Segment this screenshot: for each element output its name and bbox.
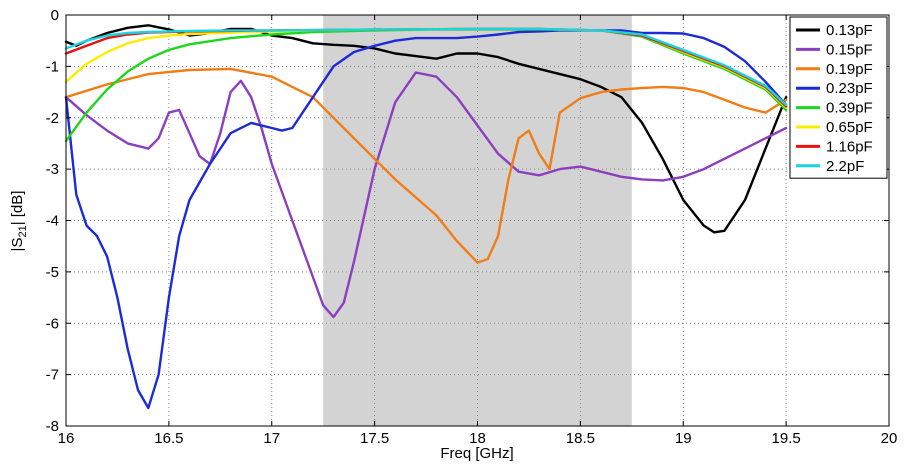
series-line-2-2pF — [64, 27, 788, 107]
tick-labels: 16 16.5 17 17.5 18 18.5 19 19.5 20 0 -1 -2 -3 -4 -5 -6 -… — [46, 7, 898, 447]
x-tick-label: 17.5 — [360, 430, 389, 447]
y-tick-label: -5 — [46, 264, 59, 281]
highlight-band — [323, 15, 632, 426]
legend-label: 0.65pF — [826, 119, 873, 136]
y-tick-label: -3 — [46, 161, 59, 178]
series-line-0-39pF — [64, 28, 788, 143]
legend-box — [789, 16, 888, 179]
y-tick-label: -7 — [46, 367, 59, 384]
series-lines — [64, 24, 788, 410]
x-tick-label: 17 — [263, 430, 280, 447]
x-tick-label: 16.5 — [154, 430, 183, 447]
y-axis-label: |S21| [dB] — [9, 191, 29, 252]
series-line-0-15pF — [64, 71, 788, 319]
ticks — [65, 14, 890, 427]
x-tick-label: 19.5 — [772, 430, 801, 447]
legend-label: 0.19pF — [826, 61, 873, 78]
y-axis-label-main: |S — [9, 238, 26, 252]
x-axis-label: Freq [GHz] — [440, 445, 513, 462]
x-tick-label: 16 — [58, 430, 75, 447]
legend-label: 0.39pF — [826, 100, 873, 117]
y-tick-label: 0 — [51, 7, 59, 24]
y-axis-label-tail: | [dB] — [9, 191, 26, 226]
legend: 0.13pF 0.15pF 0.19pF 0.23pF 0.39pF 0.65pF 1.16… — [789, 16, 888, 179]
y-tick-label: -1 — [46, 58, 59, 75]
y-tick-label: -6 — [46, 315, 59, 332]
y-tick-label: -8 — [46, 418, 59, 435]
y-tick-label: -2 — [46, 110, 59, 127]
x-tick-label: 20 — [881, 430, 898, 447]
x-tick-label: 18.5 — [566, 430, 595, 447]
series-line-0-23pF — [64, 29, 788, 410]
legend-label: 2.2pF — [826, 158, 864, 175]
grid — [66, 15, 889, 426]
y-axis-label-sub: 21 — [17, 225, 29, 237]
legend-label: 0.13pF — [826, 22, 873, 39]
series-line-0-19pF — [64, 67, 788, 264]
legend-label: 0.23pF — [826, 80, 873, 97]
x-tick-label: 19 — [675, 430, 692, 447]
y-tick-label: -4 — [46, 213, 59, 230]
legend-label: 0.15pF — [826, 41, 873, 58]
legend-label: 1.16pF — [826, 138, 873, 155]
x-tick-label: 18 — [469, 430, 486, 447]
